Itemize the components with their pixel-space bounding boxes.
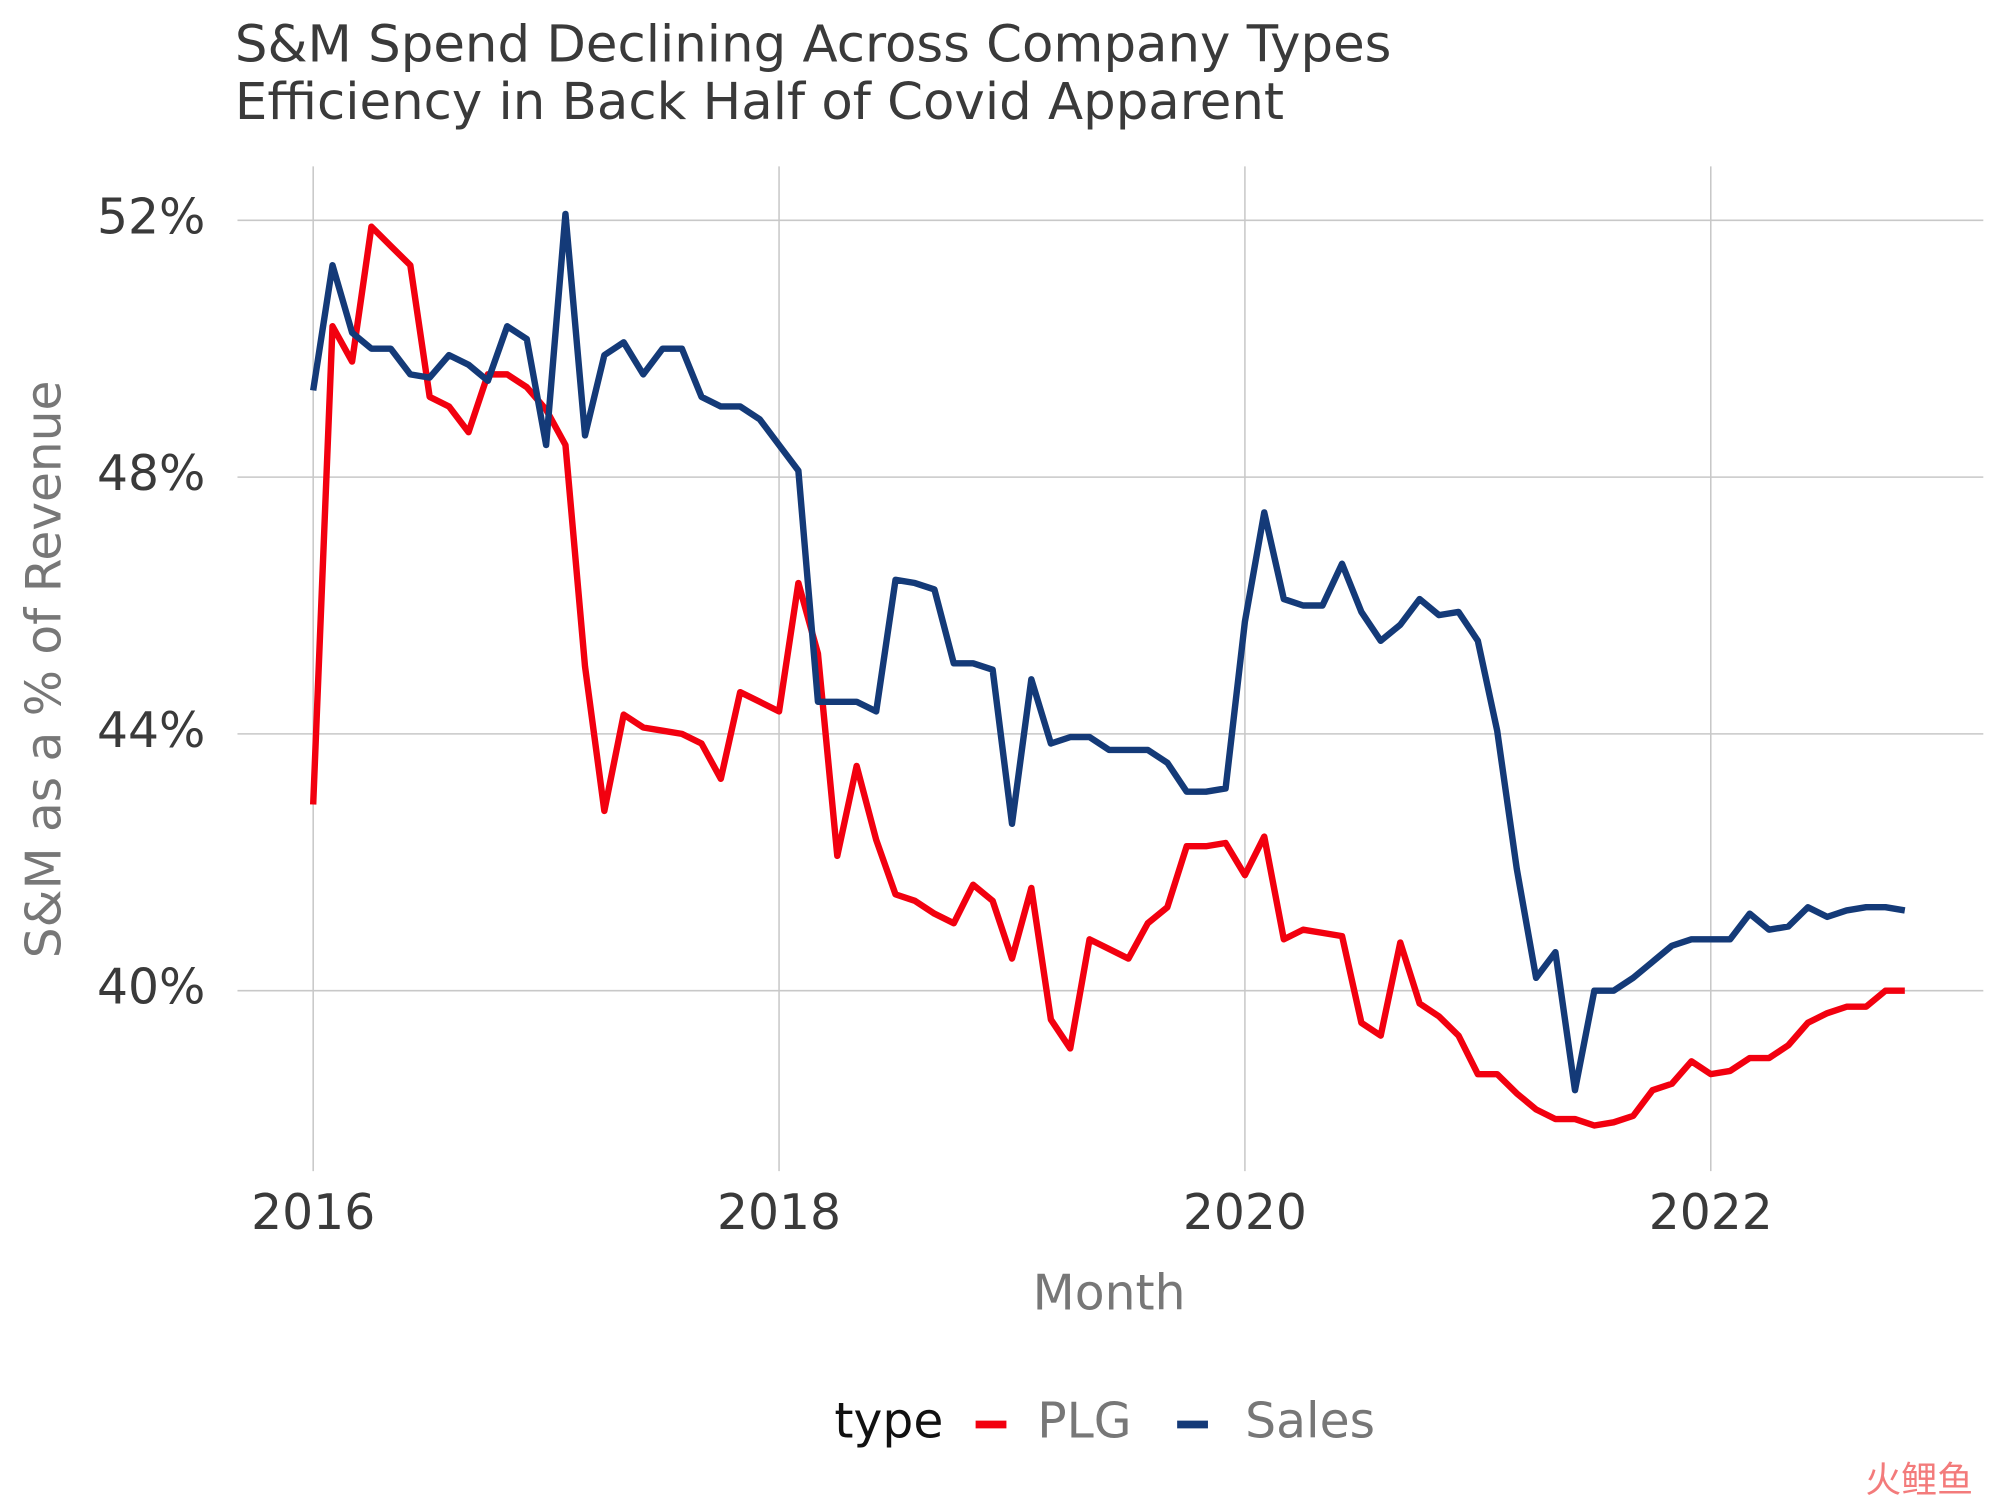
watermark: 火鲤鱼 <box>1865 1460 1973 1500</box>
chart-subtitle: Efficiency in Back Half of Covid Apparen… <box>235 72 1284 132</box>
x-tick-label: 2020 <box>1183 1185 1307 1241</box>
y-tick-label: 48% <box>97 446 205 502</box>
legend-label: PLG <box>1037 1394 1131 1450</box>
y-tick-label: 44% <box>97 703 205 759</box>
chart-title: S&M Spend Declining Across Company Types <box>235 14 1392 74</box>
y-tick-label: 40% <box>97 960 205 1016</box>
x-tick-label: 2018 <box>717 1185 841 1241</box>
x-tick-label: 2022 <box>1649 1185 1773 1241</box>
x-axis-title: Month <box>1033 1266 1186 1322</box>
y-axis-title: S&M as a % of Revenue <box>16 381 72 959</box>
x-tick-label: 2016 <box>251 1185 375 1241</box>
y-tick-label: 52% <box>97 189 205 245</box>
legend-title: type <box>834 1394 943 1450</box>
legend-label: Sales <box>1245 1394 1375 1450</box>
series-line <box>309 223 1905 1129</box>
series-line <box>310 210 1906 1094</box>
grid <box>237 166 1984 1172</box>
plot-area <box>309 210 1906 1129</box>
legend: type PLG Sales <box>834 1394 1375 1450</box>
